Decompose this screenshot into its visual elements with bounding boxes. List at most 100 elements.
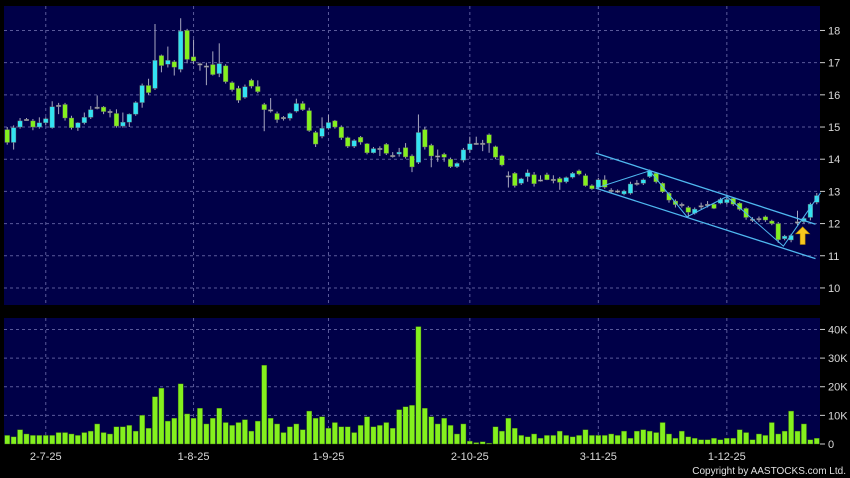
volume-bar	[132, 430, 139, 445]
volume-bar	[216, 408, 223, 445]
candle	[178, 18, 184, 73]
candle	[4, 127, 10, 145]
volume-bar	[87, 430, 94, 445]
volume-bar	[184, 413, 190, 445]
candle-body	[345, 137, 351, 147]
volume-bar	[242, 419, 248, 445]
zigzag-line	[595, 170, 822, 247]
candle-body	[4, 129, 10, 143]
candle-body	[126, 113, 132, 123]
candle	[589, 184, 595, 190]
candle-body	[460, 149, 466, 161]
price-tick-label: 18	[828, 25, 840, 37]
volume-bar	[107, 433, 113, 445]
candle-body	[640, 179, 646, 184]
volume-bar	[23, 433, 30, 445]
candle-body	[557, 178, 563, 183]
candle	[769, 219, 775, 226]
candle-body	[158, 55, 164, 66]
candle-body	[191, 56, 197, 62]
trendline-overlay	[595, 152, 822, 260]
volume-bar	[409, 405, 415, 445]
volume-bar	[377, 425, 383, 445]
candle-body	[325, 122, 331, 129]
candle-body	[370, 148, 376, 153]
candle-body	[724, 199, 730, 203]
candle	[448, 157, 454, 168]
candle	[120, 112, 126, 128]
candle-body	[499, 155, 505, 166]
candle	[325, 114, 331, 130]
volume-bar	[769, 422, 775, 445]
candle-body	[525, 172, 531, 177]
candle-body	[101, 106, 107, 112]
volume-bar	[428, 416, 435, 445]
volume-bar	[698, 439, 704, 445]
candle-body	[807, 204, 813, 218]
volume-bar	[563, 435, 569, 445]
candle-body	[383, 144, 389, 154]
volume-bar	[357, 425, 364, 445]
volume-bar	[364, 416, 370, 445]
candle-body	[17, 120, 23, 128]
volume-bar	[788, 410, 794, 445]
candle	[467, 136, 473, 153]
candle	[640, 178, 646, 185]
candle	[473, 136, 479, 145]
date-axis: 2-7-25 1-8-25 1-9-25 2-10-25 3-11-25 1-12-25	[30, 451, 746, 463]
candle	[441, 152, 447, 162]
volume-bar	[749, 439, 756, 445]
candle-body	[364, 143, 370, 153]
candle-body	[518, 178, 524, 184]
price-tick-label: 14	[828, 154, 840, 166]
volume-bar	[441, 418, 447, 445]
volume-bar	[621, 430, 627, 445]
candle-body	[621, 190, 627, 195]
candle-body	[653, 173, 659, 182]
price-tick-label: 11	[828, 251, 839, 263]
candle-body	[358, 137, 364, 143]
volume-bar	[775, 433, 782, 445]
candle-body	[544, 174, 550, 180]
candle-body	[403, 147, 409, 158]
volume-bar	[190, 418, 197, 445]
candle	[319, 117, 325, 139]
candle-body	[94, 106, 100, 109]
candle-body	[338, 126, 344, 138]
volume-bar	[248, 430, 255, 445]
volume-bar	[499, 430, 505, 445]
candle	[75, 122, 81, 131]
candle	[68, 115, 74, 130]
volume-bar	[94, 423, 100, 445]
candle	[428, 143, 434, 168]
candle	[756, 216, 762, 222]
candle	[493, 145, 499, 160]
candle	[139, 83, 145, 108]
candle-body	[409, 155, 415, 168]
candle-body	[36, 122, 42, 128]
candle	[268, 98, 274, 113]
candle	[415, 114, 421, 165]
candle	[23, 118, 30, 121]
volume-bar	[287, 426, 293, 445]
candle-body	[56, 104, 62, 107]
volume-bar	[447, 425, 454, 445]
volume-bar	[165, 420, 171, 445]
candle-body	[113, 113, 119, 127]
candle	[782, 234, 788, 241]
volume-bar	[685, 436, 692, 445]
candle	[537, 175, 544, 182]
volume-bar	[312, 418, 319, 445]
volume-bar	[595, 435, 602, 445]
candle-body	[30, 120, 36, 128]
candle-body	[493, 146, 499, 158]
candle	[570, 172, 576, 179]
volume-bar	[589, 435, 595, 445]
price-tick-label: 15	[828, 122, 840, 134]
volume-bar	[634, 430, 640, 445]
candle-body	[441, 154, 447, 158]
candle	[403, 143, 409, 159]
candle-body	[615, 190, 621, 193]
candle	[454, 162, 460, 168]
candle-body	[300, 103, 306, 110]
